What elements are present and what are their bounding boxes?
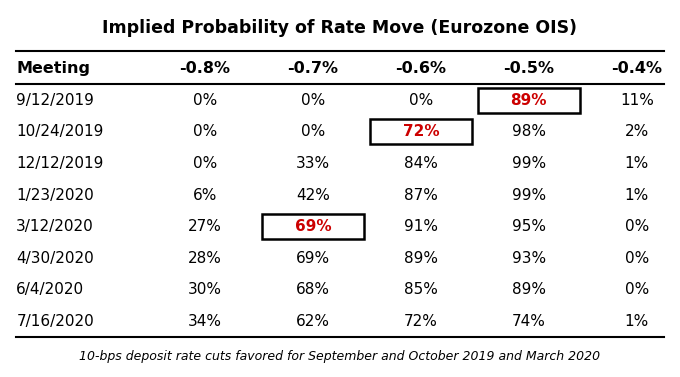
Text: 91%: 91% xyxy=(404,219,438,234)
Text: 0%: 0% xyxy=(625,219,649,234)
Text: 0%: 0% xyxy=(301,124,325,139)
Text: 30%: 30% xyxy=(188,282,222,297)
Text: 99%: 99% xyxy=(512,187,546,202)
Text: 62%: 62% xyxy=(296,314,330,329)
Text: 1%: 1% xyxy=(625,187,649,202)
Text: 68%: 68% xyxy=(296,282,330,297)
Text: 6/4/2020: 6/4/2020 xyxy=(16,282,84,297)
Text: 0%: 0% xyxy=(409,93,433,108)
Text: 1/23/2020: 1/23/2020 xyxy=(16,187,94,202)
Text: 1%: 1% xyxy=(625,314,649,329)
Text: -0.5%: -0.5% xyxy=(503,61,554,76)
Text: 69%: 69% xyxy=(296,251,330,266)
Text: 7/16/2020: 7/16/2020 xyxy=(16,314,94,329)
Text: 95%: 95% xyxy=(512,219,546,234)
Text: 87%: 87% xyxy=(404,187,438,202)
Text: -0.7%: -0.7% xyxy=(288,61,339,76)
Text: 0%: 0% xyxy=(193,93,217,108)
Text: 84%: 84% xyxy=(404,156,438,171)
Text: 0%: 0% xyxy=(193,156,217,171)
Text: 3/12/2020: 3/12/2020 xyxy=(16,219,94,234)
Text: 34%: 34% xyxy=(188,314,222,329)
Text: 28%: 28% xyxy=(188,251,222,266)
Text: 72%: 72% xyxy=(403,124,439,139)
Text: Meeting: Meeting xyxy=(16,61,90,76)
Text: 69%: 69% xyxy=(294,219,331,234)
Text: 89%: 89% xyxy=(512,282,546,297)
Text: 0%: 0% xyxy=(625,282,649,297)
Text: 10-bps deposit rate cuts favored for September and October 2019 and March 2020: 10-bps deposit rate cuts favored for Sep… xyxy=(80,350,600,363)
Text: 9/12/2019: 9/12/2019 xyxy=(16,93,94,108)
Text: 11%: 11% xyxy=(619,93,653,108)
Text: 0%: 0% xyxy=(301,93,325,108)
Text: 10/24/2019: 10/24/2019 xyxy=(16,124,103,139)
Text: 4/30/2020: 4/30/2020 xyxy=(16,251,94,266)
Text: 2%: 2% xyxy=(625,124,649,139)
Text: 12/12/2019: 12/12/2019 xyxy=(16,156,103,171)
Text: 89%: 89% xyxy=(404,251,438,266)
Text: 0%: 0% xyxy=(193,124,217,139)
Text: 72%: 72% xyxy=(404,314,438,329)
Text: 85%: 85% xyxy=(404,282,438,297)
Text: -0.6%: -0.6% xyxy=(396,61,447,76)
Text: 33%: 33% xyxy=(296,156,330,171)
Text: 74%: 74% xyxy=(512,314,546,329)
Text: 89%: 89% xyxy=(511,93,547,108)
Text: -0.8%: -0.8% xyxy=(180,61,231,76)
Text: 99%: 99% xyxy=(512,156,546,171)
Text: 1%: 1% xyxy=(625,156,649,171)
Text: 98%: 98% xyxy=(512,124,546,139)
Text: 93%: 93% xyxy=(512,251,546,266)
Text: 27%: 27% xyxy=(188,219,222,234)
Text: -0.4%: -0.4% xyxy=(611,61,662,76)
Text: 42%: 42% xyxy=(296,187,330,202)
Text: 6%: 6% xyxy=(193,187,218,202)
Text: Implied Probability of Rate Move (Eurozone OIS): Implied Probability of Rate Move (Eurozo… xyxy=(103,20,577,37)
Text: 0%: 0% xyxy=(625,251,649,266)
